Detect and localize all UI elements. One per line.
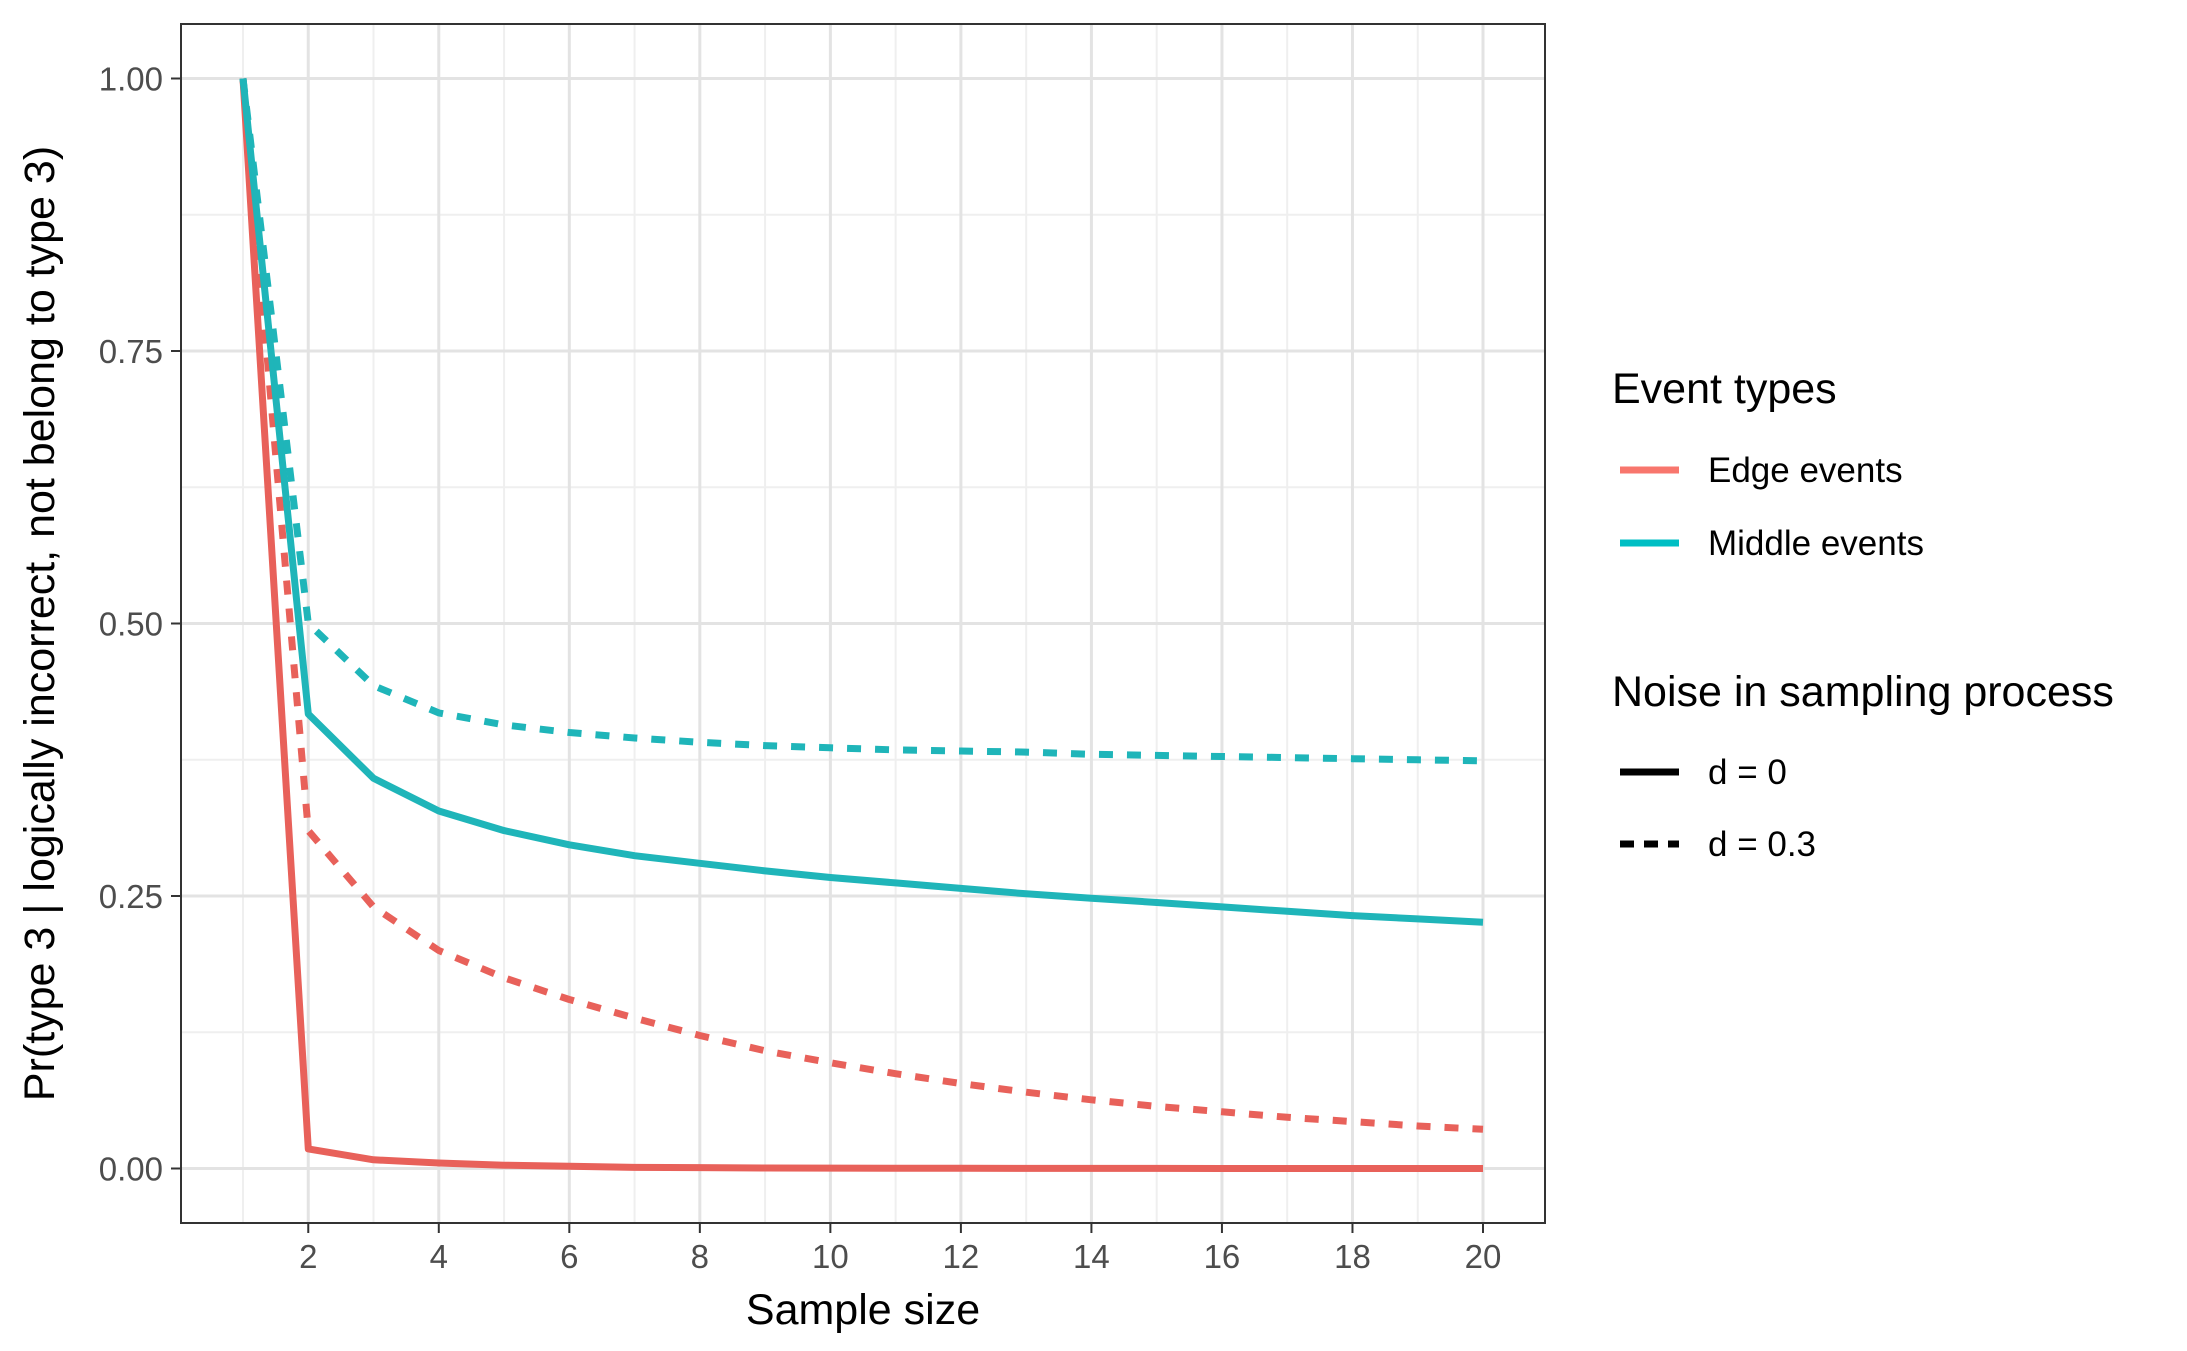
series-line (239, 78, 1483, 1172)
y-tick-label: 0.00 (99, 1151, 163, 1188)
x-tick-label: 12 (943, 1238, 980, 1275)
y-tick-label: 1.00 (99, 61, 163, 98)
legend-title: Event types (1612, 365, 1837, 413)
y-tick-label: 0.25 (99, 878, 163, 915)
legend-label: d = 0 (1708, 753, 1787, 792)
y-tick-label: 0.75 (99, 333, 163, 370)
legend-label: Edge events (1708, 451, 1903, 490)
x-tick-label: 20 (1465, 1238, 1502, 1275)
y-tick-label: 0.50 (99, 606, 163, 643)
legend-label: Middle events (1708, 524, 1924, 563)
series-line (239, 78, 1484, 926)
major-gridlines (181, 24, 1545, 1223)
x-tick-label: 8 (691, 1238, 709, 1275)
x-axis: 2 4 6 8 10 12 14 16 18 20 (299, 1223, 1501, 1275)
x-tick-label: 18 (1334, 1238, 1371, 1275)
series-lines (239, 78, 1484, 1172)
legend-title: Noise in sampling process (1612, 668, 2114, 716)
legend-label: d = 0.3 (1708, 825, 1816, 864)
x-tick-label: 2 (299, 1238, 317, 1275)
legend: Event types Edge events Middle events Noise… (1612, 365, 2114, 864)
x-tick-label: 4 (430, 1238, 448, 1275)
x-tick-label: 16 (1204, 1238, 1241, 1275)
x-tick-label: 10 (812, 1238, 849, 1275)
x-axis-title: Sample size (746, 1286, 980, 1334)
series-line (239, 78, 1484, 765)
x-tick-label: 6 (560, 1238, 578, 1275)
y-axis: 0.00 0.25 0.50 0.75 1.00 (99, 61, 181, 1188)
y-axis-title: Pr(type 3 | logically incorrect, not bel… (16, 146, 64, 1101)
x-tick-label: 14 (1073, 1238, 1110, 1275)
series-line (239, 78, 1484, 1133)
